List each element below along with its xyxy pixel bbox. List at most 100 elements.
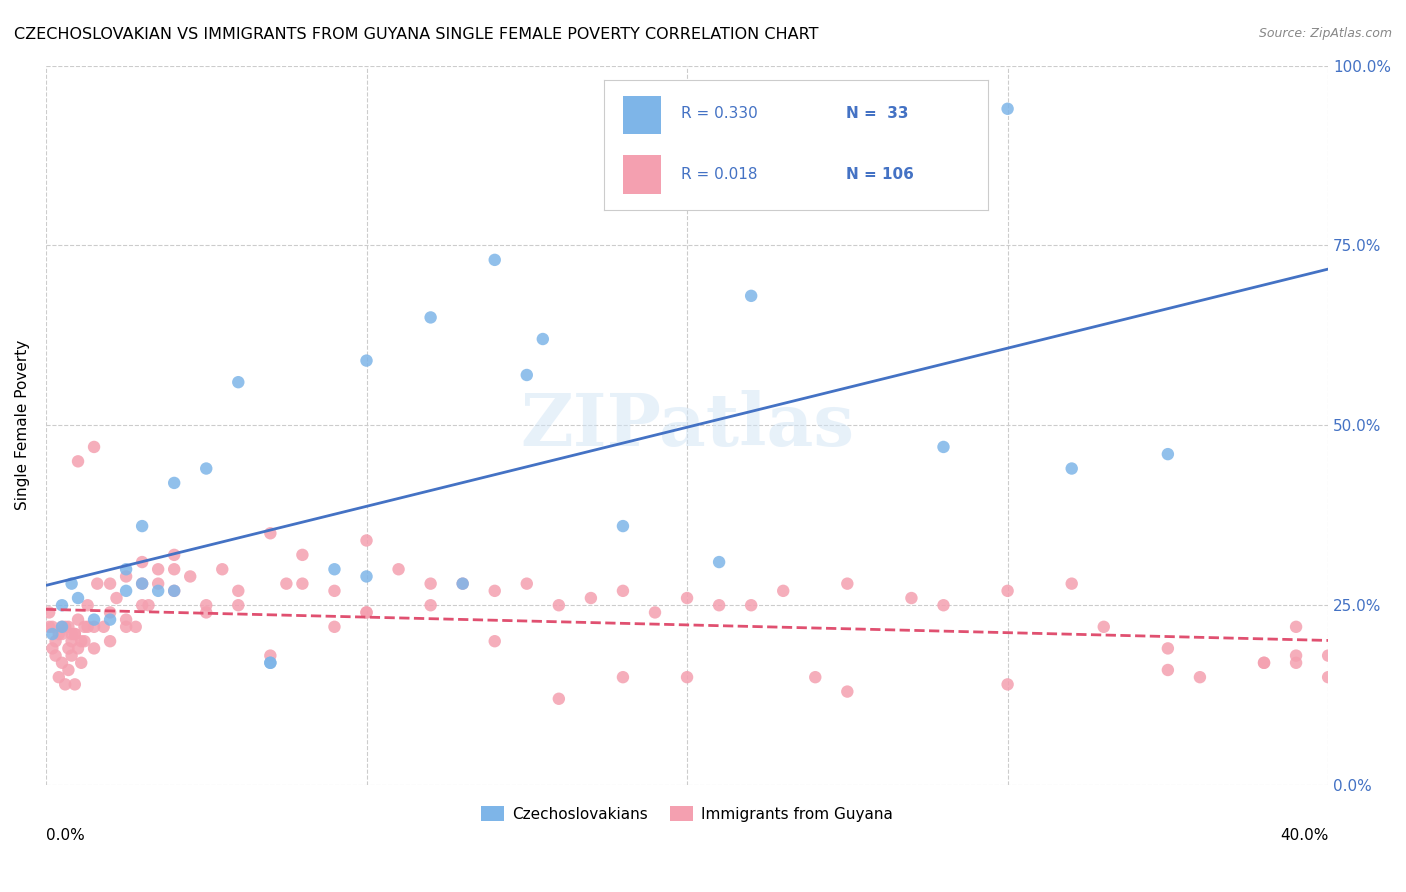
Point — [60, 634, 83, 648]
Point — [51, 656, 73, 670]
Point — [259, 526, 281, 541]
Point — [484, 634, 506, 648]
Point — [276, 576, 298, 591]
Point — [1060, 461, 1083, 475]
Point — [115, 613, 138, 627]
Point — [138, 599, 160, 613]
Point — [1317, 670, 1340, 684]
Point — [125, 620, 148, 634]
Point — [51, 620, 73, 634]
Point — [51, 599, 73, 613]
Point — [516, 576, 538, 591]
Point — [73, 634, 96, 648]
Point — [772, 583, 794, 598]
Point — [997, 583, 1019, 598]
Point — [98, 606, 121, 620]
Point — [932, 440, 955, 454]
Point — [1092, 620, 1115, 634]
Point — [60, 576, 83, 591]
Point — [1317, 648, 1340, 663]
Point — [259, 648, 281, 663]
Point — [211, 562, 233, 576]
Text: 0.0%: 0.0% — [46, 829, 84, 843]
Text: Source: ZipAtlas.com: Source: ZipAtlas.com — [1258, 27, 1392, 40]
Point — [1253, 656, 1275, 670]
Point — [115, 569, 138, 583]
Point — [291, 548, 314, 562]
Point — [195, 599, 218, 613]
Point — [837, 576, 859, 591]
Point — [60, 648, 83, 663]
Point — [291, 576, 314, 591]
Point — [387, 562, 409, 576]
Point — [66, 613, 89, 627]
Point — [612, 670, 634, 684]
Point — [60, 627, 83, 641]
Point — [63, 627, 86, 641]
Point — [63, 677, 86, 691]
Point — [1188, 670, 1211, 684]
Point — [516, 368, 538, 382]
Point — [356, 606, 378, 620]
Point — [356, 569, 378, 583]
Point — [63, 627, 86, 641]
Point — [419, 310, 441, 325]
Point — [98, 576, 121, 591]
Point — [41, 627, 63, 641]
Point — [83, 620, 105, 634]
Point — [1285, 648, 1308, 663]
Point — [48, 627, 70, 641]
Point — [83, 613, 105, 627]
Text: 40.0%: 40.0% — [1279, 829, 1329, 843]
Text: ZIPatlas: ZIPatlas — [520, 390, 853, 461]
Point — [451, 576, 474, 591]
Point — [259, 656, 281, 670]
Point — [41, 620, 63, 634]
Point — [66, 641, 89, 656]
Point — [1060, 576, 1083, 591]
Point — [146, 583, 169, 598]
Point — [837, 684, 859, 698]
Point — [146, 576, 169, 591]
Point — [86, 576, 108, 591]
Point — [48, 670, 70, 684]
Point — [451, 576, 474, 591]
Point — [66, 454, 89, 468]
Point — [163, 583, 186, 598]
Point — [484, 252, 506, 267]
Point — [131, 576, 153, 591]
Legend: Czechoslovakians, Immigrants from Guyana: Czechoslovakians, Immigrants from Guyana — [475, 799, 898, 828]
Point — [531, 332, 554, 346]
Point — [676, 670, 699, 684]
Point — [115, 562, 138, 576]
Point — [115, 620, 138, 634]
Point — [70, 656, 93, 670]
Point — [804, 670, 827, 684]
Point — [70, 634, 93, 648]
Point — [163, 583, 186, 598]
Point — [131, 599, 153, 613]
Point — [58, 663, 80, 677]
Point — [41, 641, 63, 656]
Point — [45, 648, 67, 663]
Point — [66, 591, 89, 605]
Point — [1157, 663, 1180, 677]
Point — [547, 599, 569, 613]
Point — [226, 375, 249, 389]
Point — [707, 555, 730, 569]
Point — [419, 576, 441, 591]
Point — [1285, 656, 1308, 670]
Point — [323, 583, 346, 598]
Point — [579, 591, 602, 605]
Point — [131, 555, 153, 569]
Point — [1157, 447, 1180, 461]
Point — [131, 519, 153, 533]
Point — [53, 677, 76, 691]
Point — [179, 569, 201, 583]
Point — [51, 627, 73, 641]
Point — [131, 576, 153, 591]
Point — [58, 620, 80, 634]
Point — [53, 620, 76, 634]
Point — [58, 641, 80, 656]
Point — [226, 599, 249, 613]
